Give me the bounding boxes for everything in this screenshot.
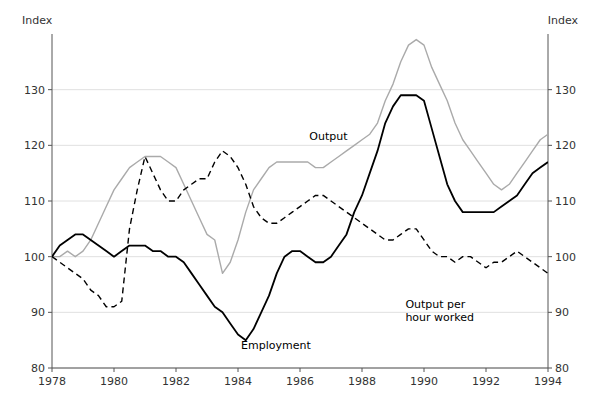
y-axis-label: Index <box>22 14 53 27</box>
x-tick-label: 1990 <box>410 375 438 388</box>
grid-line <box>52 256 548 257</box>
y2-tick <box>548 312 552 313</box>
y2-tick-label: 100 <box>555 251 576 264</box>
grid-line <box>52 89 548 90</box>
x-tick <box>238 368 239 372</box>
y-tick-label: 100 <box>24 251 45 264</box>
y-tick-label: 120 <box>24 139 45 152</box>
chart: 1978198019821984198619881990199219948090… <box>0 0 600 404</box>
line-series <box>52 151 548 307</box>
annotation-line: Employment <box>241 339 311 352</box>
annotation: Output <box>309 130 348 143</box>
annotation: Output perhour worked <box>405 298 474 324</box>
y2-tick-label: 80 <box>555 362 569 375</box>
y-tick-label: 110 <box>24 195 45 208</box>
axes: 1978198019821984198619881990199219948090… <box>24 34 576 388</box>
annotation-line: Output per <box>405 298 465 311</box>
y2-tick <box>548 368 552 369</box>
x-tick <box>300 368 301 372</box>
y2-tick <box>548 256 552 257</box>
y-tick <box>48 89 52 90</box>
y2-axis-label: Index <box>548 14 579 27</box>
y2-tick <box>548 201 552 202</box>
y-tick <box>48 368 52 369</box>
y2-tick-label: 120 <box>555 139 576 152</box>
y-tick <box>48 145 52 146</box>
x-tick-label: 1980 <box>100 375 128 388</box>
x-tick-label: 1982 <box>162 375 190 388</box>
x-tick <box>548 368 549 372</box>
grid-line <box>52 145 548 146</box>
x-tick-label: 1988 <box>348 375 376 388</box>
y2-tick <box>548 89 552 90</box>
x-tick-label: 1992 <box>472 375 500 388</box>
annotations: Output Employment Output perhour worked <box>241 130 474 352</box>
x-tick-label: 1986 <box>286 375 314 388</box>
y-tick-label: 90 <box>31 306 45 319</box>
x-tick-label: 1994 <box>534 375 562 388</box>
x-tick <box>114 368 115 372</box>
x-tick <box>362 368 363 372</box>
y-tick <box>48 201 52 202</box>
grid <box>52 90 548 368</box>
y2-tick-label: 90 <box>555 306 569 319</box>
y-tick-label: 130 <box>24 84 45 97</box>
line-series <box>52 95 548 340</box>
annotation-line: hour worked <box>405 311 474 324</box>
x-tick-label: 1978 <box>38 375 66 388</box>
x-tick <box>424 368 425 372</box>
series-group <box>52 40 548 341</box>
y-tick <box>48 256 52 257</box>
x-tick <box>176 368 177 372</box>
y-tick <box>48 312 52 313</box>
x-tick <box>486 368 487 372</box>
annotation: Employment <box>241 339 311 352</box>
line-series <box>52 40 548 274</box>
x-tick <box>52 368 53 372</box>
grid-line <box>52 201 548 202</box>
y2-tick-label: 110 <box>555 195 576 208</box>
x-tick-label: 1984 <box>224 375 252 388</box>
y2-tick <box>548 145 552 146</box>
y2-tick-label: 130 <box>555 84 576 97</box>
annotation-line: Output <box>309 130 348 143</box>
y-tick-label: 80 <box>31 362 45 375</box>
